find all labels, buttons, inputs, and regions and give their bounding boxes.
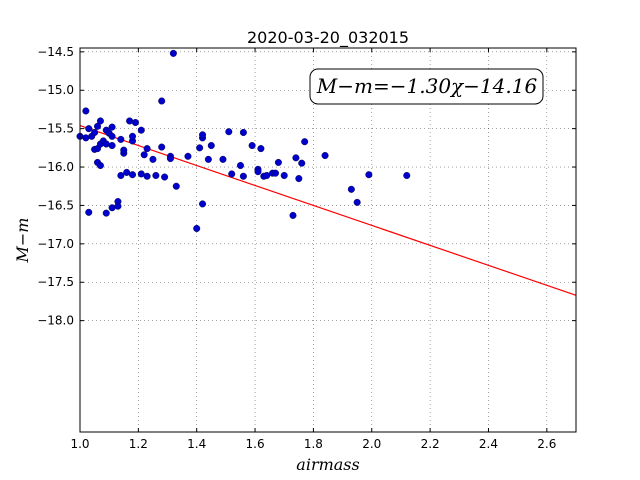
data-point <box>126 117 134 125</box>
data-point <box>199 131 207 139</box>
data-point <box>137 126 145 134</box>
data-point <box>85 125 93 133</box>
data-point <box>158 97 166 105</box>
data-point <box>140 151 148 159</box>
data-point <box>199 200 207 208</box>
x-tick-label: 1.0 <box>70 437 89 451</box>
y-tick-label: −16.0 <box>37 160 74 174</box>
data-point <box>91 128 99 136</box>
y-tick-label: −15.0 <box>37 83 74 97</box>
data-point <box>257 145 265 153</box>
fit-annotation-box: M−m=−1.30χ−14.16 <box>309 68 544 105</box>
data-point <box>161 173 169 181</box>
data-point <box>274 158 282 166</box>
x-tick-label: 1.6 <box>246 437 265 451</box>
data-point <box>196 144 204 152</box>
y-tick-label: −15.5 <box>37 122 74 136</box>
data-point <box>143 172 151 180</box>
data-point <box>204 155 212 163</box>
axis-ticks <box>79 48 576 432</box>
x-tick-label: 2.0 <box>362 437 381 451</box>
fit-equation-label: M−m=−1.30χ−14.16 <box>316 74 538 98</box>
data-point <box>137 170 145 178</box>
data-point <box>248 142 256 150</box>
data-points <box>76 49 411 232</box>
y-tick-label: −16.5 <box>37 198 74 212</box>
data-point <box>271 169 279 177</box>
data-point <box>280 171 288 179</box>
data-point <box>129 171 137 179</box>
annotation-frame <box>309 68 544 105</box>
y-tick-label: −14.5 <box>37 45 74 59</box>
x-tick-label: 2.6 <box>537 437 556 451</box>
data-point <box>129 132 137 140</box>
data-point <box>120 146 128 154</box>
x-tick-labels: 1.0 1.2 1.4 1.6 1.8 2.0 2.2 2.4 2.6 <box>70 437 556 451</box>
data-point <box>82 134 90 142</box>
data-point <box>108 123 116 131</box>
data-point <box>102 140 110 148</box>
data-point <box>143 145 151 153</box>
data-point <box>207 142 215 150</box>
data-point <box>117 171 125 179</box>
data-point <box>123 168 131 176</box>
x-tick-label: 1.2 <box>129 437 148 451</box>
data-point <box>353 198 361 206</box>
fit-line <box>79 125 577 296</box>
data-point <box>365 171 373 179</box>
data-point <box>298 159 306 167</box>
data-point <box>403 171 411 179</box>
data-point <box>292 154 300 162</box>
data-point <box>228 170 236 178</box>
chart-title: 2020-03-20_032015 <box>247 28 409 48</box>
plot-area-frame <box>79 47 577 433</box>
data-point <box>108 142 116 150</box>
x-tick-label: 2.4 <box>479 437 498 451</box>
data-point <box>149 155 157 163</box>
data-point <box>114 202 122 210</box>
y-tick-labels: −14.5 −15.0 −15.5 −16.0 −16.5 −17.0 −17.5 −18.0 <box>37 45 74 328</box>
data-point <box>166 155 174 163</box>
data-point <box>85 208 93 216</box>
data-point <box>239 172 247 180</box>
x-tick-label: 1.8 <box>304 437 323 451</box>
data-point <box>219 155 227 163</box>
data-point <box>117 135 125 143</box>
data-point <box>239 128 247 136</box>
data-point <box>321 152 329 160</box>
data-point <box>295 175 303 183</box>
data-point <box>254 168 262 176</box>
data-point <box>184 152 192 160</box>
data-point <box>108 204 116 212</box>
data-point <box>131 118 139 126</box>
x-tick-label: 2.2 <box>421 437 440 451</box>
data-point <box>236 162 244 170</box>
data-point <box>102 209 110 217</box>
data-point <box>108 132 116 140</box>
data-point <box>289 211 297 219</box>
data-point <box>158 143 166 151</box>
y-tick-label: −17.0 <box>37 237 74 251</box>
data-point <box>172 182 180 190</box>
data-point <box>193 224 201 232</box>
y-axis-label: M−m <box>13 218 32 264</box>
data-point <box>82 107 90 115</box>
data-point <box>301 138 309 146</box>
grid-lines <box>80 48 576 432</box>
data-point <box>225 128 233 136</box>
x-axis-label: airmass <box>296 455 359 474</box>
fit-line-group <box>79 125 577 296</box>
data-point <box>96 162 104 170</box>
data-point <box>94 122 102 130</box>
data-point <box>347 185 355 193</box>
data-point <box>169 49 177 57</box>
data-point <box>263 171 271 179</box>
data-point <box>96 117 104 125</box>
x-tick-label: 1.4 <box>187 437 206 451</box>
data-point <box>152 171 160 179</box>
y-tick-label: −17.5 <box>37 275 74 289</box>
y-tick-label: −18.0 <box>37 314 74 328</box>
